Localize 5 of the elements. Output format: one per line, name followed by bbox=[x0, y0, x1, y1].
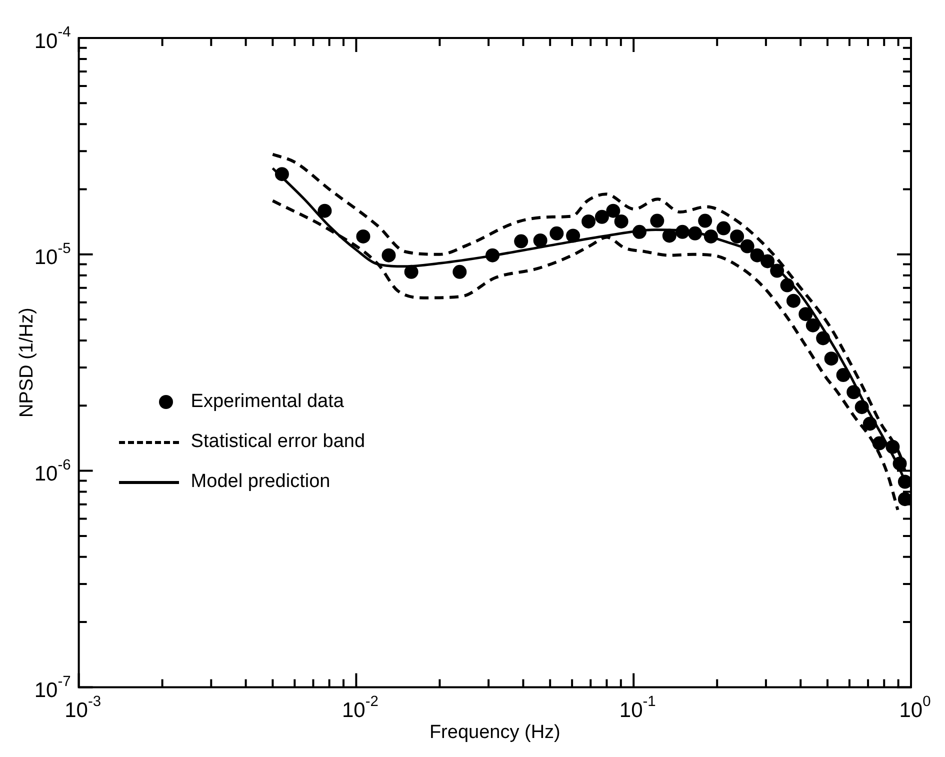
x-axis-title: Frequency (Hz) bbox=[429, 722, 560, 743]
legend-label: Model prediction bbox=[190, 471, 330, 494]
legend-label: Experimental data bbox=[190, 391, 344, 414]
y-axis-title: NPSD (1/Hz) bbox=[16, 308, 38, 418]
legend-label: Statistical error band bbox=[190, 431, 366, 454]
